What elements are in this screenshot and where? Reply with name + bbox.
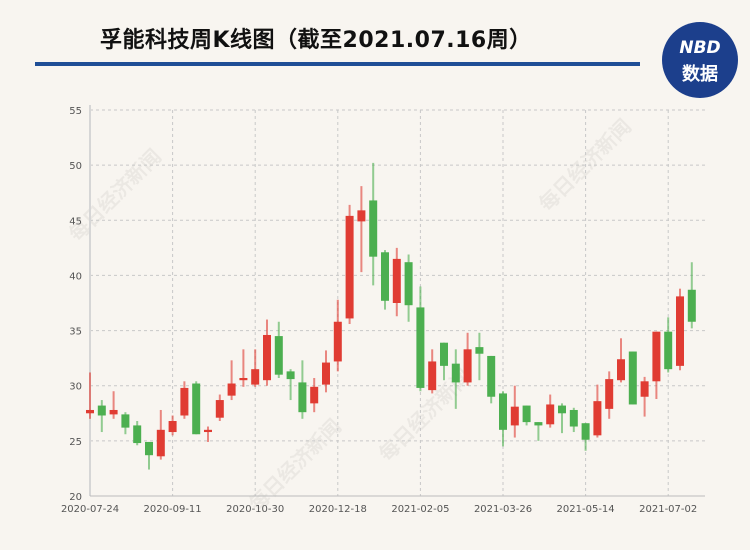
candle-down (475, 347, 484, 354)
candle-down (664, 331, 673, 370)
candle-down (381, 252, 389, 301)
candle-down (440, 342, 448, 366)
x-tick-label: 2020-09-11 (144, 504, 202, 515)
candle-down (522, 405, 531, 423)
candle-up (251, 369, 260, 385)
x-tick-label: 2021-02-05 (391, 504, 449, 515)
y-tick-label: 25 (69, 437, 82, 448)
y-tick-label: 30 (69, 382, 82, 393)
candle-down (274, 336, 283, 375)
candle-up (428, 361, 437, 391)
x-tick-label: 2021-05-14 (557, 504, 615, 515)
candle-up (333, 321, 342, 362)
candle-down (558, 405, 566, 414)
candle-up (593, 401, 602, 436)
candle-up (168, 421, 177, 433)
candle-down (416, 307, 425, 388)
candle-up (215, 400, 224, 418)
candle-down (121, 414, 130, 428)
x-tick-label: 2021-03-26 (474, 504, 532, 515)
candle-up (546, 404, 555, 425)
candle-down (369, 200, 378, 257)
candle-up (463, 349, 472, 383)
candle-up (345, 215, 354, 319)
candle-down (628, 351, 637, 405)
nbd-logo: NBD 数据 (662, 22, 738, 98)
x-tick-label: 2020-07-24 (61, 504, 119, 515)
title-underline (35, 62, 640, 66)
logo-text-nbd: NBD (679, 38, 721, 58)
candle-up (392, 258, 401, 303)
watermark-text: 每日经济新闻 (374, 364, 476, 466)
candle-up (310, 386, 319, 404)
x-tick-label: 2021-07-02 (639, 504, 697, 515)
logo-text-data: 数据 (682, 64, 718, 85)
candle-up (617, 359, 625, 381)
candle-down (534, 422, 543, 426)
y-tick-label: 55 (69, 106, 82, 117)
page-title: 孚能科技周K线图（截至2021.07.16周） (100, 28, 532, 53)
y-tick-label: 45 (69, 216, 82, 227)
candle-up (676, 296, 684, 366)
candle-down (145, 441, 153, 456)
candle-up (109, 409, 118, 415)
candle-up (322, 362, 330, 385)
candle-up (510, 406, 519, 426)
candle-up (227, 383, 236, 396)
candle-down (286, 371, 295, 380)
candle-down (569, 409, 578, 427)
candle-down (133, 425, 142, 444)
candle-up (640, 381, 649, 397)
candle-down (499, 393, 507, 430)
candle-up (156, 429, 165, 457)
candle-down (97, 405, 106, 416)
candle-up (86, 409, 94, 414)
y-tick-label: 40 (69, 271, 82, 282)
candle-up (180, 387, 189, 416)
y-tick-label: 20 (69, 492, 82, 503)
candle-up (605, 379, 614, 409)
watermark-text: 每日经济新闻 (64, 144, 166, 246)
candle-up (652, 331, 661, 382)
candle-down (192, 383, 201, 435)
candle-down (487, 355, 496, 397)
candle-up (239, 377, 248, 381)
candle-down (451, 363, 460, 383)
candle-down (687, 289, 696, 322)
y-tick-label: 35 (69, 327, 82, 338)
x-tick-label: 2020-10-30 (226, 504, 284, 515)
candle-down (581, 423, 590, 440)
candle-up (204, 429, 212, 433)
y-tick-label: 50 (69, 161, 82, 172)
x-tick-label: 2020-12-18 (309, 504, 367, 515)
candle-down (298, 382, 307, 413)
candle-up (263, 334, 271, 381)
watermark-text: 每日经济新闻 (244, 414, 346, 516)
candle-down (404, 262, 413, 306)
candle-up (357, 210, 366, 222)
